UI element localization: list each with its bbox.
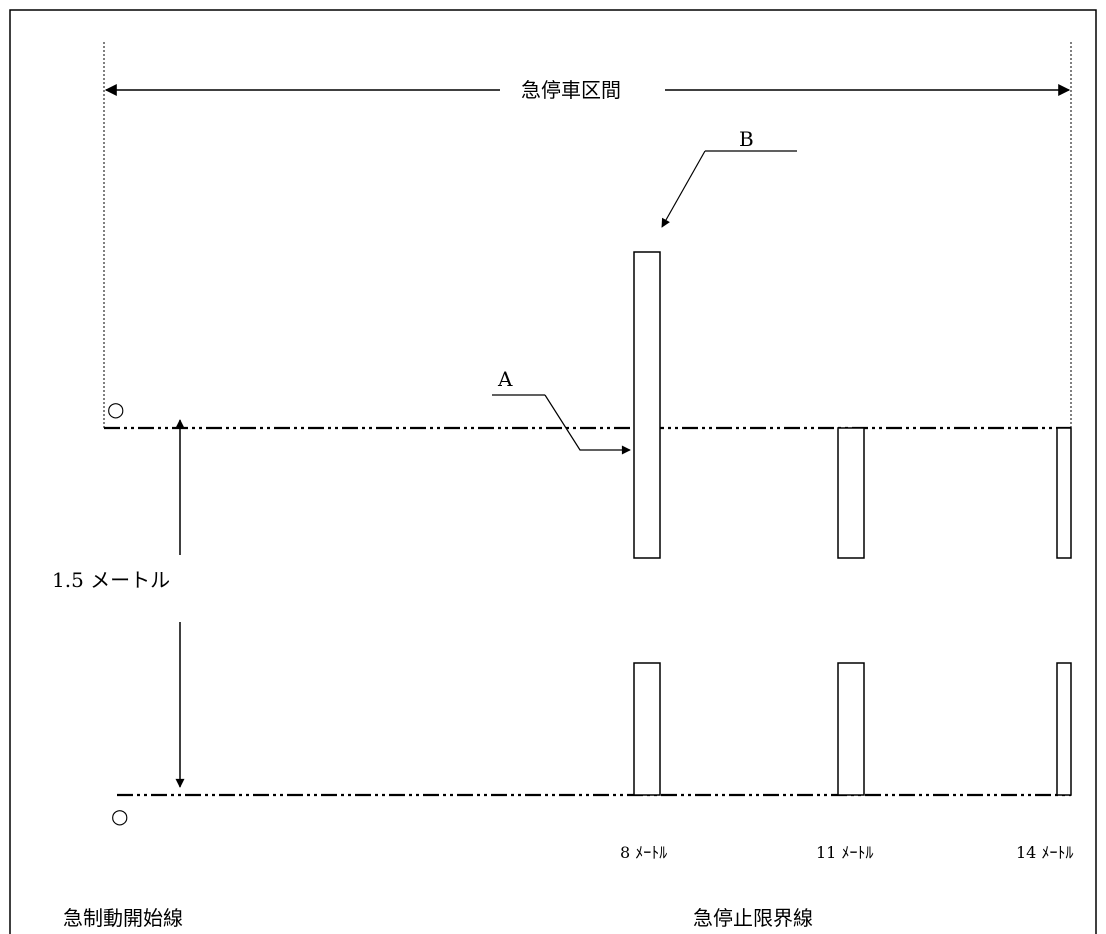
stop-line-label: 急停止限界線 [693, 906, 813, 930]
marker-b-leader [661, 150, 706, 228]
outer-frame [9, 9, 1097, 934]
post-14m-lower [1056, 662, 1072, 796]
marker-a-leader [544, 394, 631, 455]
marker-a-label: A [498, 367, 513, 391]
distance-label-8m: 8 ﾒｰﾄﾙ [620, 843, 668, 862]
width-label: 1.5 メートル [52, 568, 171, 592]
marker-b-label: B [739, 127, 754, 151]
distance-label-11m: 11 ﾒｰﾄﾙ [816, 843, 874, 862]
section-label: 急停車区間 [515, 80, 627, 100]
post-14m-upper [1056, 427, 1072, 559]
distance-label-14m: 14 ﾒｰﾄﾙ [1016, 843, 1074, 862]
start-line-label: 急制動開始線 [63, 906, 183, 930]
start-circle-top: ○ [107, 397, 125, 421]
post-8m-lower [633, 662, 661, 796]
post-11m-lower [837, 662, 865, 796]
start-circle-bottom: ○ [111, 804, 129, 828]
post-b-tall [633, 251, 661, 559]
post-11m-upper [837, 427, 865, 559]
